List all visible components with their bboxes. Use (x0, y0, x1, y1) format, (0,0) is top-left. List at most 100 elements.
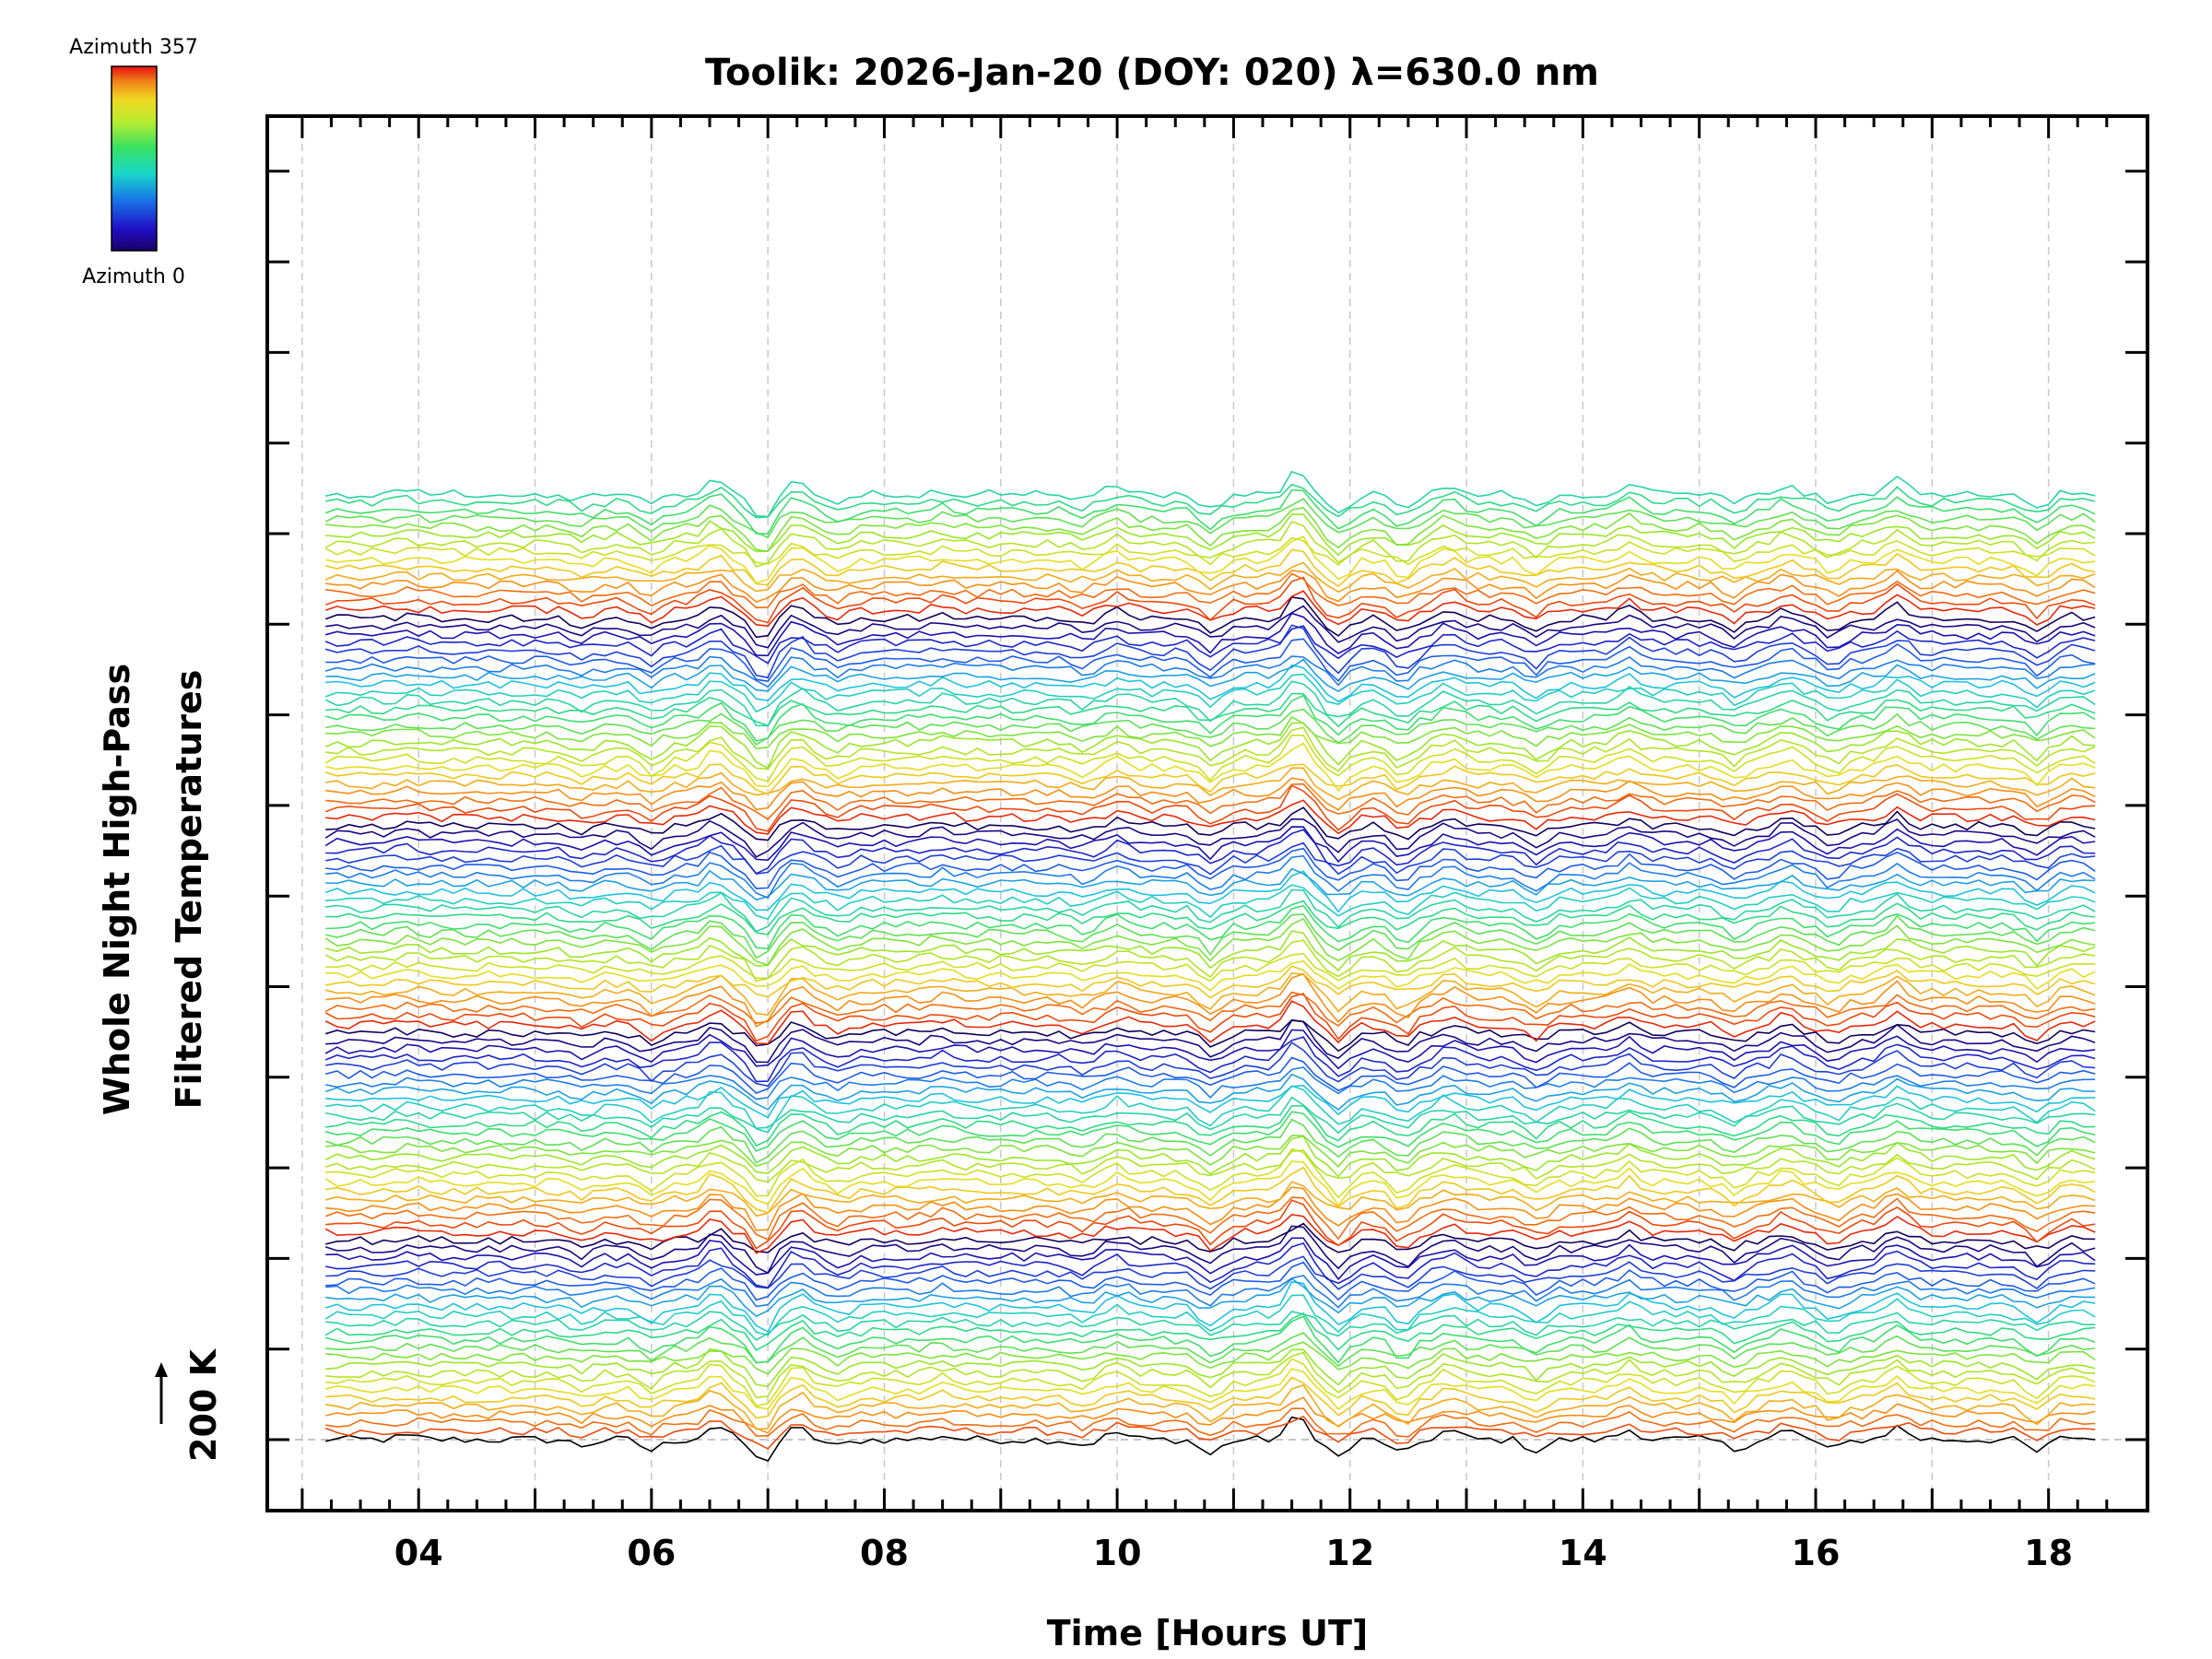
series-line (325, 570, 2096, 604)
series-line (324, 1029, 2096, 1070)
series-line (324, 498, 2096, 539)
series-line (325, 1407, 2096, 1438)
series-line (324, 612, 2096, 657)
series-line (324, 624, 2096, 679)
series-line (324, 734, 2096, 782)
series-line (325, 782, 2096, 820)
series-line (324, 1213, 2096, 1254)
series-line (325, 841, 2096, 876)
x-tick-label: 06 (627, 1533, 676, 1573)
x-tick-label: 14 (1559, 1533, 1607, 1573)
series-line (324, 870, 2096, 913)
x-axis-label: Time [Hours UT] (1047, 1613, 1369, 1653)
series-line (325, 1084, 2096, 1119)
series-line (325, 1396, 2096, 1434)
series-line (324, 722, 2096, 770)
series-line (325, 1147, 2096, 1199)
series-line (325, 965, 2096, 999)
scale-marker: 200 K (155, 1347, 224, 1462)
series-line (325, 1347, 2096, 1388)
series-line (325, 1222, 2096, 1253)
series-line (324, 1196, 2096, 1241)
series-line (324, 596, 2096, 639)
series-line (325, 1085, 2096, 1134)
x-tick-label: 08 (860, 1533, 909, 1573)
series-line (325, 1237, 2096, 1281)
series-line (324, 971, 2096, 1017)
series-line (324, 1056, 2096, 1095)
series-line (325, 726, 2096, 772)
series-line (324, 680, 2096, 727)
series-line (325, 1255, 2096, 1290)
series-line (325, 1105, 2096, 1147)
scale-marker-label: 200 K (183, 1347, 224, 1462)
series-line (325, 506, 2096, 553)
x-tick-labels: 04 06 08 10 12 14 16 18 (394, 1533, 2073, 1573)
series-line (325, 535, 2096, 584)
series-line (324, 1181, 2096, 1218)
series-line (325, 483, 2096, 519)
series-line (325, 829, 2096, 875)
series-line (324, 1281, 2096, 1333)
series-line (324, 1294, 2096, 1336)
chart-title: Toolik: 2026-Jan-20 (DOY: 020) λ=630.0 n… (705, 52, 1599, 94)
series-line (324, 1160, 2096, 1207)
series-line (324, 1118, 2096, 1164)
series-line (324, 673, 2096, 713)
series-line (324, 1368, 2096, 1410)
series-line (325, 854, 2096, 900)
series-line (325, 1066, 2096, 1100)
series-group (324, 470, 2096, 1462)
series-line (324, 1018, 2096, 1053)
x-tick-label: 16 (1792, 1533, 1841, 1573)
series-line (324, 655, 2096, 688)
series-line (325, 1041, 2096, 1088)
scale-arrow-head (155, 1362, 168, 1377)
series-line (325, 715, 2096, 750)
series-line (325, 1019, 2096, 1064)
series-line (325, 1332, 2096, 1368)
series-line (325, 1186, 2096, 1231)
series-line (325, 913, 2096, 959)
series-line (325, 972, 2096, 1028)
series-line (324, 561, 2096, 594)
series-line (325, 658, 2096, 693)
series-line (324, 1415, 2096, 1450)
series-line (324, 1111, 2096, 1152)
series-line (325, 777, 2096, 811)
series-line (324, 930, 2096, 972)
series-line (325, 742, 2096, 793)
x-tick-label: 10 (1093, 1533, 1142, 1573)
series-line (325, 1341, 2096, 1375)
series-line (325, 638, 2096, 683)
series-line (325, 1261, 2096, 1301)
series-line (325, 904, 2096, 950)
series-line (325, 767, 2096, 801)
series-line (325, 1376, 2096, 1419)
series-line (324, 991, 2096, 1027)
series-line (324, 1312, 2096, 1351)
series-line (325, 884, 2096, 921)
series-line (325, 1199, 2096, 1250)
colorbar-bottom-label: Azimuth 0 (82, 265, 185, 288)
series-line (325, 1416, 2096, 1462)
series-line (325, 1277, 2096, 1318)
series-line (324, 694, 2096, 742)
series-line (325, 548, 2096, 588)
series-line (325, 867, 2096, 900)
colorbar (111, 65, 158, 252)
series-line (324, 1225, 2096, 1275)
series-line (324, 536, 2096, 567)
series-line (324, 939, 2096, 982)
axis-ticks (267, 116, 2147, 1511)
x-tick-label: 12 (1325, 1533, 1374, 1573)
series-line (325, 1311, 2096, 1341)
series-line (324, 576, 2096, 624)
series-line (325, 1351, 2096, 1399)
series-line (325, 799, 2096, 835)
series-line (325, 513, 2096, 557)
series-line (324, 1036, 2096, 1083)
series-line (325, 1315, 2096, 1364)
series-line (324, 818, 2096, 858)
